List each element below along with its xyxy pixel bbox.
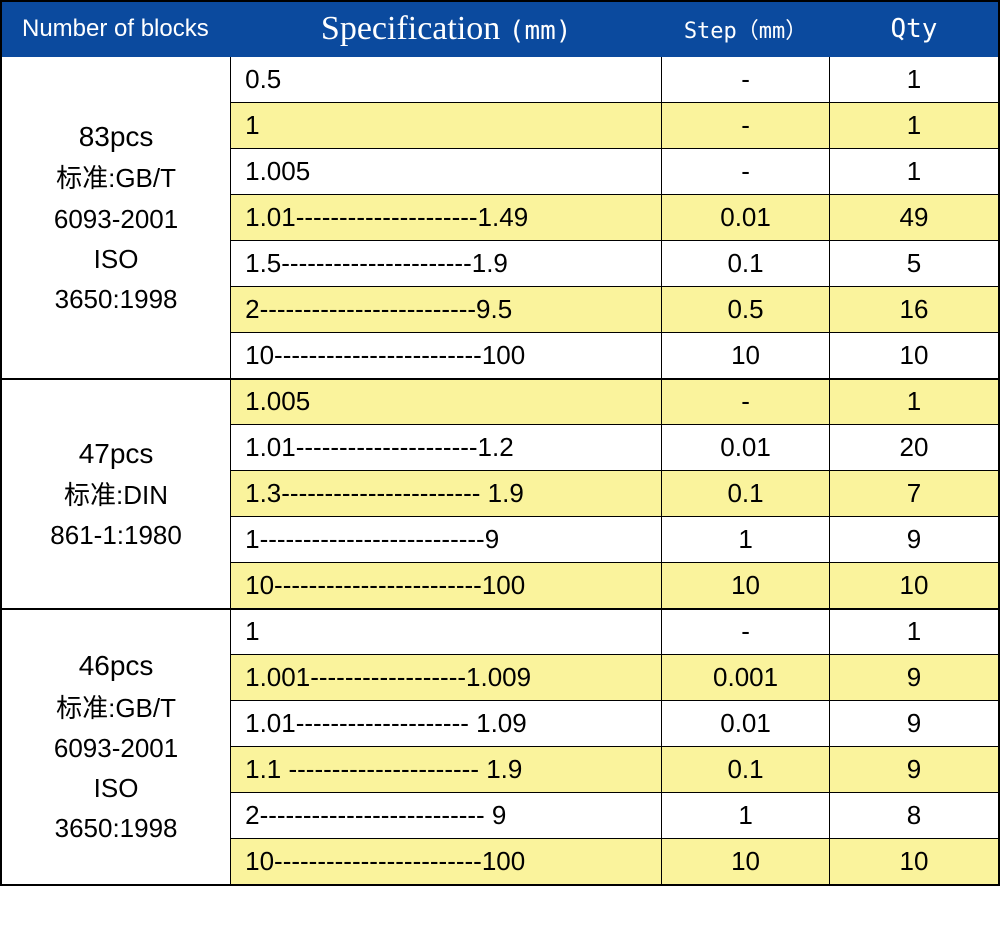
table-row: 83pcs标准:GB/T6093-2001ISO3650:19980.5-1 xyxy=(1,57,999,103)
qty-cell: 1 xyxy=(829,103,999,149)
group-pcs-label: 83pcs xyxy=(6,115,226,158)
group-standard-line: 3650:1998 xyxy=(6,279,226,319)
step-cell: 0.1 xyxy=(662,241,830,287)
qty-cell: 5 xyxy=(829,241,999,287)
step-cell: - xyxy=(662,379,830,425)
header-step: Step（mm） xyxy=(662,1,830,57)
qty-cell: 1 xyxy=(829,57,999,103)
spec-cell: 1.001------------------1.009 xyxy=(231,655,662,701)
spec-cell: 10------------------------100 xyxy=(231,563,662,609)
spec-cell: 1.1 ---------------------- 1.9 xyxy=(231,747,662,793)
spec-cell: 1.01---------------------1.49 xyxy=(231,195,662,241)
group-standard-line: 标准:GB/T xyxy=(6,688,226,728)
step-cell: 1 xyxy=(662,517,830,563)
spec-cell: 1.3----------------------- 1.9 xyxy=(231,471,662,517)
spec-cell: 1 xyxy=(231,103,662,149)
spec-cell: 1.5----------------------1.9 xyxy=(231,241,662,287)
group-pcs-label: 46pcs xyxy=(6,644,226,687)
qty-cell: 10 xyxy=(829,563,999,609)
step-cell: 0.1 xyxy=(662,747,830,793)
header-spec-label: Specification xyxy=(321,10,500,47)
header-spec-unit: (mm) xyxy=(509,16,572,46)
step-cell: 0.01 xyxy=(662,701,830,747)
group-standard-line: ISO xyxy=(6,239,226,279)
spec-cell: 10------------------------100 xyxy=(231,333,662,379)
step-cell: 10 xyxy=(662,563,830,609)
step-cell: 10 xyxy=(662,333,830,379)
step-cell: - xyxy=(662,57,830,103)
step-cell: 1 xyxy=(662,793,830,839)
step-cell: - xyxy=(662,149,830,195)
qty-cell: 49 xyxy=(829,195,999,241)
table-body: 83pcs标准:GB/T6093-2001ISO3650:19980.5-11-… xyxy=(1,57,999,885)
spec-cell: 10------------------------100 xyxy=(231,839,662,885)
spec-cell: 1.01---------------------1.2 xyxy=(231,425,662,471)
group-pcs-label: 47pcs xyxy=(6,432,226,475)
group-label-cell: 83pcs标准:GB/T6093-2001ISO3650:1998 xyxy=(1,57,231,379)
qty-cell: 20 xyxy=(829,425,999,471)
spec-cell: 1.005 xyxy=(231,149,662,195)
qty-cell: 10 xyxy=(829,839,999,885)
spec-cell: 1.005 xyxy=(231,379,662,425)
header-step-label: Step（mm） xyxy=(684,19,807,44)
header-specification: Specification (mm) xyxy=(231,1,662,57)
table-row: 47pcs标准:DIN861-1:19801.005-1 xyxy=(1,379,999,425)
spec-cell: 2-------------------------9.5 xyxy=(231,287,662,333)
header-qty-label: Qty xyxy=(890,14,937,44)
qty-cell: 1 xyxy=(829,149,999,195)
qty-cell: 1 xyxy=(829,609,999,655)
qty-cell: 9 xyxy=(829,701,999,747)
spec-cell: 1.01-------------------- 1.09 xyxy=(231,701,662,747)
spec-cell: 0.5 xyxy=(231,57,662,103)
group-label-cell: 46pcs标准:GB/T6093-2001ISO3650:1998 xyxy=(1,609,231,885)
table-row: 46pcs标准:GB/T6093-2001ISO3650:19981-1 xyxy=(1,609,999,655)
group-standard-line: ISO xyxy=(6,768,226,808)
qty-cell: 16 xyxy=(829,287,999,333)
step-cell: 0.001 xyxy=(662,655,830,701)
step-cell: 0.01 xyxy=(662,425,830,471)
spec-cell: 2-------------------------- 9 xyxy=(231,793,662,839)
qty-cell: 9 xyxy=(829,655,999,701)
step-cell: 0.5 xyxy=(662,287,830,333)
qty-cell: 7 xyxy=(829,471,999,517)
group-standard-line: 标准:DIN xyxy=(6,475,226,515)
group-label-cell: 47pcs标准:DIN861-1:1980 xyxy=(1,379,231,609)
header-qty: Qty xyxy=(829,1,999,57)
group-standard-line: 861-1:1980 xyxy=(6,515,226,555)
step-cell: 0.01 xyxy=(662,195,830,241)
step-cell: 0.1 xyxy=(662,471,830,517)
qty-cell: 9 xyxy=(829,747,999,793)
header-number-of-blocks: Number of blocks xyxy=(1,1,231,57)
step-cell: - xyxy=(662,609,830,655)
spec-cell: 1--------------------------9 xyxy=(231,517,662,563)
qty-cell: 8 xyxy=(829,793,999,839)
group-standard-line: 6093-2001 xyxy=(6,728,226,768)
qty-cell: 1 xyxy=(829,379,999,425)
group-standard-line: 3650:1998 xyxy=(6,808,226,848)
step-cell: - xyxy=(662,103,830,149)
qty-cell: 9 xyxy=(829,517,999,563)
gauge-block-table: Number of blocks Specification (mm) Step… xyxy=(0,0,1000,886)
table-header-row: Number of blocks Specification (mm) Step… xyxy=(1,1,999,57)
spec-cell: 1 xyxy=(231,609,662,655)
step-cell: 10 xyxy=(662,839,830,885)
group-standard-line: 标准:GB/T xyxy=(6,158,226,198)
group-standard-line: 6093-2001 xyxy=(6,199,226,239)
header-blocks-label: Number of blocks xyxy=(22,15,209,42)
qty-cell: 10 xyxy=(829,333,999,379)
